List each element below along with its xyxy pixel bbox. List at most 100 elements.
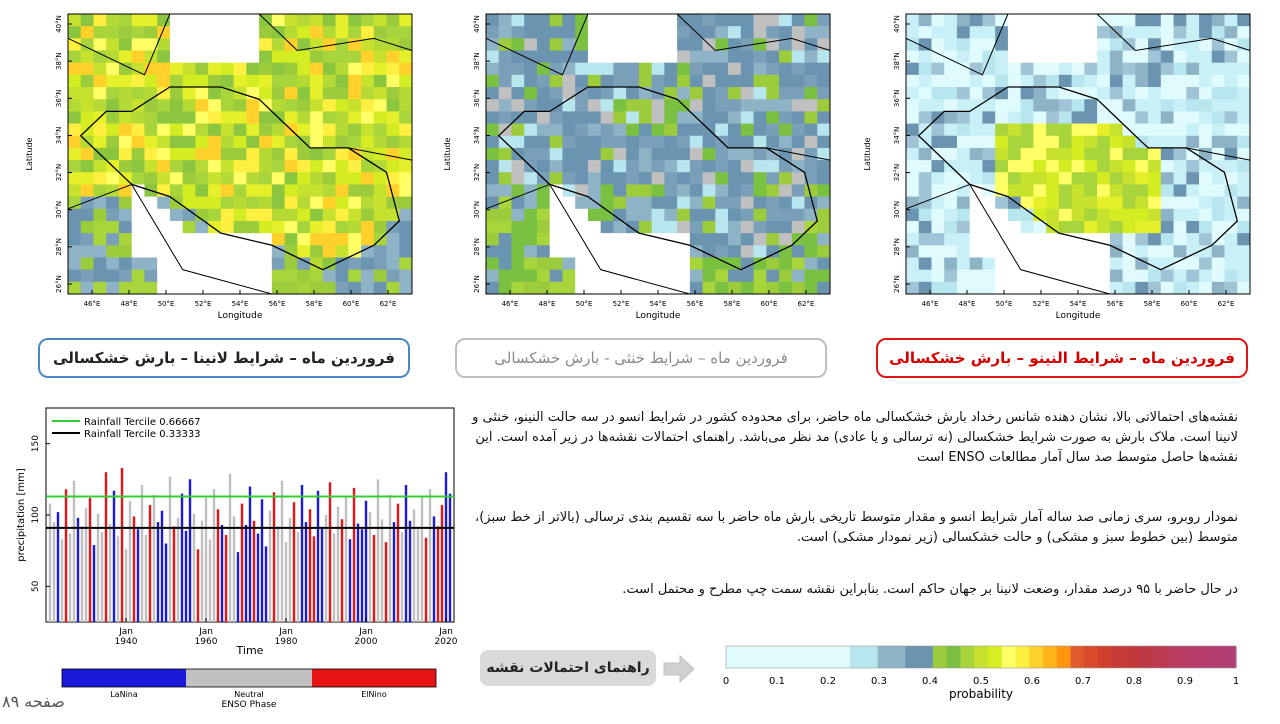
map-cell bbox=[118, 123, 133, 137]
map-cell bbox=[297, 74, 311, 88]
map-cell bbox=[1211, 172, 1225, 185]
precipitation-timeseries-chart: Rainfall Tercile 0.66667 Rainfall Tercil… bbox=[0, 400, 470, 720]
map-cell bbox=[335, 220, 349, 234]
map-cell bbox=[335, 14, 349, 27]
map-cell bbox=[956, 245, 971, 258]
map-cell bbox=[600, 172, 614, 185]
map-cell bbox=[498, 74, 512, 88]
map-cell bbox=[208, 184, 222, 197]
map-cell bbox=[753, 26, 767, 39]
map-cell bbox=[677, 87, 691, 100]
map-cell bbox=[1046, 172, 1060, 185]
map-cell bbox=[740, 220, 754, 234]
map-cell bbox=[144, 172, 158, 185]
map-cell bbox=[486, 172, 500, 185]
map-cell bbox=[131, 208, 145, 222]
map-cell bbox=[766, 172, 780, 185]
map-cell bbox=[195, 99, 209, 112]
lon-tick-label: 62°E bbox=[1218, 300, 1235, 308]
map-cell bbox=[626, 135, 640, 149]
map-cell bbox=[511, 74, 525, 88]
map-cell bbox=[68, 208, 82, 222]
lon-tick-label: 60°E bbox=[761, 300, 778, 308]
map-cell bbox=[68, 257, 82, 271]
map-cell bbox=[728, 74, 742, 88]
map-cell bbox=[779, 281, 793, 295]
map-cell bbox=[486, 184, 500, 197]
map-cell bbox=[1007, 26, 1022, 39]
map-cell bbox=[536, 123, 551, 137]
map-cell bbox=[931, 123, 945, 137]
map-cell bbox=[131, 172, 145, 185]
map-cell bbox=[284, 147, 298, 161]
map-cell bbox=[1033, 220, 1047, 234]
map-cell bbox=[1046, 208, 1060, 222]
map-cell bbox=[613, 99, 627, 112]
map-cell bbox=[740, 257, 754, 271]
map-cell bbox=[728, 26, 742, 39]
map-cell bbox=[348, 111, 362, 124]
map-cell bbox=[1199, 99, 1213, 112]
map-cell bbox=[348, 50, 362, 64]
map-cell bbox=[575, 208, 589, 222]
map-cell bbox=[220, 38, 235, 51]
map-cell bbox=[1160, 269, 1174, 283]
colorbar-cell bbox=[822, 646, 837, 668]
map-cell bbox=[766, 184, 780, 197]
map-cell bbox=[322, 123, 336, 137]
map-cell bbox=[1109, 14, 1123, 27]
map-cell bbox=[1020, 184, 1034, 197]
map-cell bbox=[1097, 172, 1111, 185]
map-cell bbox=[613, 38, 627, 51]
map-cell bbox=[1199, 184, 1213, 197]
map-cell bbox=[804, 233, 818, 246]
map-cell bbox=[995, 87, 1009, 100]
map-cell bbox=[131, 245, 145, 258]
map-cell bbox=[1173, 123, 1187, 137]
map-cell bbox=[677, 74, 691, 88]
map-cell bbox=[664, 184, 678, 197]
map-cell bbox=[322, 245, 336, 258]
map-cell bbox=[271, 245, 285, 258]
map-cell bbox=[373, 123, 387, 137]
map-cell bbox=[600, 233, 614, 246]
map-cell bbox=[1122, 269, 1136, 283]
map-cell bbox=[271, 233, 285, 246]
map-cell bbox=[931, 26, 945, 39]
y-tick-label: 50 bbox=[31, 580, 41, 592]
map-cell bbox=[157, 269, 171, 283]
map-cell bbox=[944, 257, 958, 271]
map-cell bbox=[956, 208, 971, 222]
map-cell bbox=[1186, 208, 1200, 222]
map-cell bbox=[753, 62, 767, 76]
map-cell bbox=[931, 220, 945, 234]
x-tick-month: Jan bbox=[358, 627, 373, 637]
map-cell bbox=[259, 184, 273, 197]
map-cell bbox=[918, 208, 932, 222]
map-cell bbox=[1135, 269, 1149, 283]
map-cell bbox=[322, 50, 336, 64]
map-cell bbox=[702, 111, 716, 124]
map-cell bbox=[1186, 14, 1200, 27]
map-cell bbox=[1020, 208, 1034, 222]
map-cell bbox=[1186, 74, 1200, 88]
map-cell bbox=[715, 208, 729, 222]
map-cell bbox=[766, 281, 780, 295]
map-cell bbox=[956, 147, 971, 161]
map-cell bbox=[511, 14, 525, 27]
map-cell bbox=[906, 135, 920, 149]
map-cell bbox=[80, 26, 94, 39]
map-cell bbox=[157, 257, 171, 271]
map-cell bbox=[361, 123, 375, 137]
map-cell bbox=[562, 160, 576, 173]
map-cell bbox=[486, 269, 500, 283]
map-cell bbox=[702, 14, 716, 27]
map-cell bbox=[68, 269, 82, 283]
map-cell bbox=[169, 160, 184, 173]
map-cell bbox=[651, 208, 665, 222]
map-cell bbox=[575, 135, 589, 149]
map-cell bbox=[664, 26, 678, 39]
map-cell bbox=[753, 14, 767, 27]
map-cell bbox=[271, 74, 285, 88]
map-cell bbox=[246, 257, 260, 271]
